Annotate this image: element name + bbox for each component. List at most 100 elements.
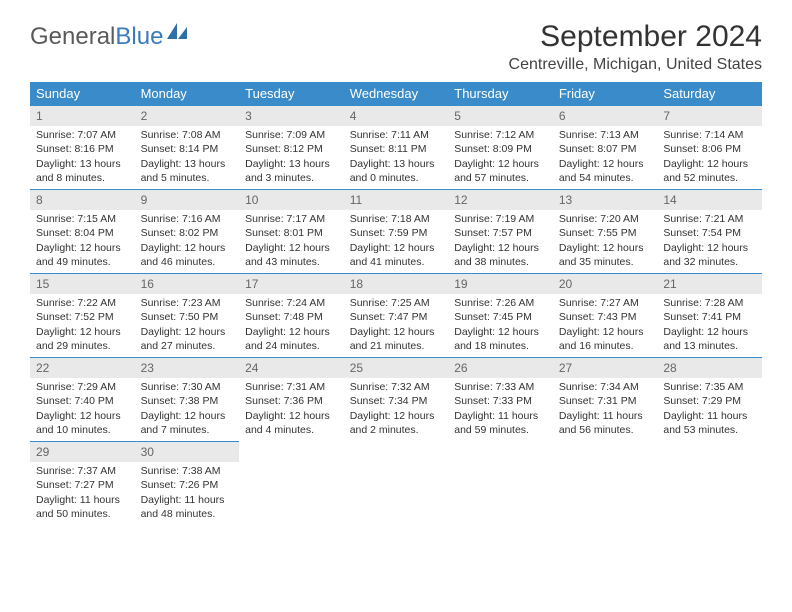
- sunset-text: Sunset: 7:54 PM: [663, 226, 756, 240]
- sunset-text: Sunset: 8:06 PM: [663, 142, 756, 156]
- week-row: 8Sunrise: 7:15 AMSunset: 8:04 PMDaylight…: [30, 189, 762, 273]
- dow-tuesday: Tuesday: [239, 82, 344, 105]
- day-cell: 16Sunrise: 7:23 AMSunset: 7:50 PMDayligh…: [135, 273, 240, 357]
- sunrise-text: Sunrise: 7:23 AM: [141, 296, 234, 310]
- daylight-text: Daylight: 12 hours and 13 minutes.: [663, 325, 756, 353]
- day-number: 8: [30, 189, 135, 210]
- day-number: 24: [239, 357, 344, 378]
- day-cell: 13Sunrise: 7:20 AMSunset: 7:55 PMDayligh…: [553, 189, 658, 273]
- sunset-text: Sunset: 8:12 PM: [245, 142, 338, 156]
- sunset-text: Sunset: 8:09 PM: [454, 142, 547, 156]
- sunset-text: Sunset: 8:11 PM: [350, 142, 443, 156]
- day-cell: 30Sunrise: 7:38 AMSunset: 7:26 PMDayligh…: [135, 441, 240, 525]
- day-details: Sunrise: 7:08 AMSunset: 8:14 PMDaylight:…: [135, 126, 240, 189]
- day-number: 22: [30, 357, 135, 378]
- day-number: 25: [344, 357, 449, 378]
- day-cell: 26Sunrise: 7:33 AMSunset: 7:33 PMDayligh…: [448, 357, 553, 441]
- day-cell: 8Sunrise: 7:15 AMSunset: 8:04 PMDaylight…: [30, 189, 135, 273]
- sunrise-text: Sunrise: 7:24 AM: [245, 296, 338, 310]
- day-cell: 3Sunrise: 7:09 AMSunset: 8:12 PMDaylight…: [239, 105, 344, 189]
- day-cell: 20Sunrise: 7:27 AMSunset: 7:43 PMDayligh…: [553, 273, 658, 357]
- sunset-text: Sunset: 7:38 PM: [141, 394, 234, 408]
- day-cell: 5Sunrise: 7:12 AMSunset: 8:09 PMDaylight…: [448, 105, 553, 189]
- daylight-text: Daylight: 12 hours and 38 minutes.: [454, 241, 547, 269]
- daylight-text: Daylight: 11 hours and 50 minutes.: [36, 493, 129, 521]
- sunrise-text: Sunrise: 7:19 AM: [454, 212, 547, 226]
- day-number: 13: [553, 189, 658, 210]
- sunset-text: Sunset: 8:14 PM: [141, 142, 234, 156]
- sunrise-text: Sunrise: 7:13 AM: [559, 128, 652, 142]
- day-details: Sunrise: 7:31 AMSunset: 7:36 PMDaylight:…: [239, 378, 344, 441]
- daylight-text: Daylight: 11 hours and 53 minutes.: [663, 409, 756, 437]
- sunset-text: Sunset: 8:02 PM: [141, 226, 234, 240]
- day-details: Sunrise: 7:27 AMSunset: 7:43 PMDaylight:…: [553, 294, 658, 357]
- sail-icon: [167, 20, 189, 48]
- dow-sunday: Sunday: [30, 82, 135, 105]
- day-number: 11: [344, 189, 449, 210]
- sunrise-text: Sunrise: 7:26 AM: [454, 296, 547, 310]
- daylight-text: Daylight: 13 hours and 8 minutes.: [36, 157, 129, 185]
- day-cell: 2Sunrise: 7:08 AMSunset: 8:14 PMDaylight…: [135, 105, 240, 189]
- day-cell: [239, 441, 344, 525]
- day-cell: 18Sunrise: 7:25 AMSunset: 7:47 PMDayligh…: [344, 273, 449, 357]
- day-details: Sunrise: 7:13 AMSunset: 8:07 PMDaylight:…: [553, 126, 658, 189]
- daylight-text: Daylight: 12 hours and 43 minutes.: [245, 241, 338, 269]
- sunset-text: Sunset: 8:16 PM: [36, 142, 129, 156]
- calendar-page: GeneralBlue September 2024 Centreville, …: [0, 0, 792, 535]
- day-number: 20: [553, 273, 658, 294]
- sunset-text: Sunset: 7:33 PM: [454, 394, 547, 408]
- day-number: 17: [239, 273, 344, 294]
- day-number: 4: [344, 105, 449, 126]
- daylight-text: Daylight: 12 hours and 24 minutes.: [245, 325, 338, 353]
- daylight-text: Daylight: 12 hours and 10 minutes.: [36, 409, 129, 437]
- day-cell: 21Sunrise: 7:28 AMSunset: 7:41 PMDayligh…: [657, 273, 762, 357]
- day-of-week-row: Sunday Monday Tuesday Wednesday Thursday…: [30, 82, 762, 105]
- day-details: Sunrise: 7:09 AMSunset: 8:12 PMDaylight:…: [239, 126, 344, 189]
- daylight-text: Daylight: 12 hours and 49 minutes.: [36, 241, 129, 269]
- day-cell: 23Sunrise: 7:30 AMSunset: 7:38 PMDayligh…: [135, 357, 240, 441]
- day-details: Sunrise: 7:17 AMSunset: 8:01 PMDaylight:…: [239, 210, 344, 273]
- day-details: Sunrise: 7:29 AMSunset: 7:40 PMDaylight:…: [30, 378, 135, 441]
- day-number: 5: [448, 105, 553, 126]
- sunrise-text: Sunrise: 7:33 AM: [454, 380, 547, 394]
- sunset-text: Sunset: 7:34 PM: [350, 394, 443, 408]
- sunrise-text: Sunrise: 7:34 AM: [559, 380, 652, 394]
- day-cell: 1Sunrise: 7:07 AMSunset: 8:16 PMDaylight…: [30, 105, 135, 189]
- day-details: Sunrise: 7:21 AMSunset: 7:54 PMDaylight:…: [657, 210, 762, 273]
- sunset-text: Sunset: 7:43 PM: [559, 310, 652, 324]
- day-details: Sunrise: 7:15 AMSunset: 8:04 PMDaylight:…: [30, 210, 135, 273]
- week-row: 15Sunrise: 7:22 AMSunset: 7:52 PMDayligh…: [30, 273, 762, 357]
- sunset-text: Sunset: 7:59 PM: [350, 226, 443, 240]
- calendar-body: 1Sunrise: 7:07 AMSunset: 8:16 PMDaylight…: [30, 105, 762, 525]
- sunrise-text: Sunrise: 7:17 AM: [245, 212, 338, 226]
- day-cell: 24Sunrise: 7:31 AMSunset: 7:36 PMDayligh…: [239, 357, 344, 441]
- day-number: 19: [448, 273, 553, 294]
- day-number: 6: [553, 105, 658, 126]
- day-cell: 14Sunrise: 7:21 AMSunset: 7:54 PMDayligh…: [657, 189, 762, 273]
- sunrise-text: Sunrise: 7:08 AM: [141, 128, 234, 142]
- week-row: 22Sunrise: 7:29 AMSunset: 7:40 PMDayligh…: [30, 357, 762, 441]
- daylight-text: Daylight: 12 hours and 7 minutes.: [141, 409, 234, 437]
- sunset-text: Sunset: 7:29 PM: [663, 394, 756, 408]
- sunrise-text: Sunrise: 7:25 AM: [350, 296, 443, 310]
- sunrise-text: Sunrise: 7:31 AM: [245, 380, 338, 394]
- sunrise-text: Sunrise: 7:15 AM: [36, 212, 129, 226]
- daylight-text: Daylight: 12 hours and 27 minutes.: [141, 325, 234, 353]
- day-number: 27: [553, 357, 658, 378]
- day-details: Sunrise: 7:32 AMSunset: 7:34 PMDaylight:…: [344, 378, 449, 441]
- day-details: Sunrise: 7:37 AMSunset: 7:27 PMDaylight:…: [30, 462, 135, 525]
- month-title: September 2024: [509, 20, 762, 54]
- location-subtitle: Centreville, Michigan, United States: [509, 56, 762, 74]
- sunrise-text: Sunrise: 7:35 AM: [663, 380, 756, 394]
- day-cell: 27Sunrise: 7:34 AMSunset: 7:31 PMDayligh…: [553, 357, 658, 441]
- day-details: Sunrise: 7:20 AMSunset: 7:55 PMDaylight:…: [553, 210, 658, 273]
- sunrise-text: Sunrise: 7:18 AM: [350, 212, 443, 226]
- day-number: 15: [30, 273, 135, 294]
- calendar-table: Sunday Monday Tuesday Wednesday Thursday…: [30, 82, 762, 525]
- daylight-text: Daylight: 12 hours and 41 minutes.: [350, 241, 443, 269]
- sunset-text: Sunset: 7:31 PM: [559, 394, 652, 408]
- sunrise-text: Sunrise: 7:37 AM: [36, 464, 129, 478]
- logo-text-general: General: [30, 23, 115, 51]
- day-number: 3: [239, 105, 344, 126]
- day-details: Sunrise: 7:19 AMSunset: 7:57 PMDaylight:…: [448, 210, 553, 273]
